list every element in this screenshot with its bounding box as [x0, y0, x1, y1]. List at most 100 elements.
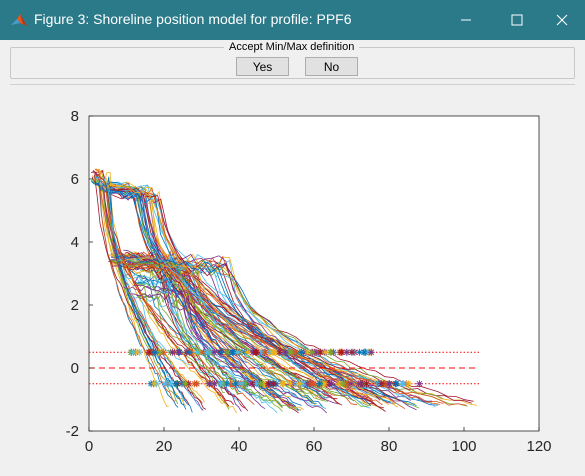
max-marker [175, 348, 183, 356]
max-marker [210, 348, 218, 356]
x-tick-label: 40 [231, 438, 248, 455]
min-marker [205, 380, 213, 388]
min-marker [286, 380, 294, 388]
max-marker [312, 348, 320, 356]
y-tick-label: 2 [71, 297, 79, 314]
min-marker [253, 380, 261, 388]
profile-line [124, 251, 235, 405]
profile-line [94, 174, 207, 410]
min-marker [172, 380, 180, 388]
min-marker [339, 380, 347, 388]
panel-title: Accept Min/Max definition [224, 41, 360, 53]
y-tick-label: 6 [71, 171, 79, 188]
max-marker [316, 348, 324, 356]
matlab-logo-icon [11, 14, 27, 26]
x-tick-label: 20 [156, 438, 173, 455]
maximize-icon [511, 14, 523, 26]
profile-line [94, 168, 227, 402]
min-marker [241, 380, 249, 388]
profile-line [110, 186, 358, 399]
profile-line [109, 182, 292, 398]
min-marker [161, 380, 169, 388]
max-marker [321, 348, 329, 356]
profile-line [94, 182, 185, 405]
max-marker [145, 348, 153, 356]
min-marker [296, 380, 304, 388]
min-marker [269, 380, 277, 388]
max-marker [281, 348, 289, 356]
profile-line [107, 191, 282, 399]
profile-line [107, 184, 396, 405]
max-marker [169, 348, 177, 356]
min-marker [216, 380, 224, 388]
profile-line [91, 179, 201, 401]
window-title: Figure 3: Shoreline position model for p… [34, 11, 352, 27]
min-marker [278, 380, 286, 388]
profile-line [137, 293, 295, 407]
profile-line [95, 173, 176, 402]
profile-line [108, 258, 368, 407]
close-button[interactable] [539, 0, 585, 40]
max-marker [243, 348, 251, 356]
profile-line [92, 170, 230, 407]
maximize-button[interactable] [494, 0, 540, 40]
profile-line [91, 176, 249, 412]
profile-line [103, 181, 314, 404]
min-marker [181, 380, 189, 388]
y-tick-label: 8 [71, 108, 79, 125]
max-marker [133, 348, 141, 356]
figure-canvas: 0 20 40 60 80 100 120 -2 0 2 4 6 8 [10, 84, 575, 471]
min-marker [415, 380, 423, 388]
no-button[interactable]: No [305, 57, 358, 76]
max-marker [308, 348, 316, 356]
min-marker [377, 380, 385, 388]
y-tick-label: -2 [66, 423, 79, 440]
max-marker [160, 348, 168, 356]
min-marker [210, 380, 218, 388]
x-tick-label: 60 [306, 438, 323, 455]
min-marker [393, 380, 401, 388]
x-tick-label: 80 [381, 438, 398, 455]
max-marker [224, 348, 232, 356]
min-marker [363, 380, 371, 388]
max-marker [287, 348, 295, 356]
min-marker [193, 380, 201, 388]
min-marker [264, 380, 272, 388]
accept-panel: Accept Min/Max definition Yes No [10, 40, 575, 79]
shoreline-chart: 0 20 40 60 80 100 120 -2 0 2 4 6 8 [66, 108, 552, 455]
close-icon [556, 14, 568, 26]
max-marker [156, 348, 164, 356]
min-marker [316, 380, 324, 388]
max-marker [253, 348, 261, 356]
max-marker [217, 348, 225, 356]
title-bar[interactable]: Figure 3: Shoreline position model for p… [0, 0, 585, 40]
min-marker [347, 380, 355, 388]
max-marker [367, 348, 375, 356]
profile-line [137, 292, 241, 395]
min-marker [405, 380, 413, 388]
max-marker [298, 348, 306, 356]
x-tick-label: 100 [451, 438, 476, 455]
min-marker [307, 380, 315, 388]
max-marker [203, 348, 211, 356]
min-marker [237, 380, 245, 388]
max-marker [234, 348, 242, 356]
max-marker [337, 348, 345, 356]
max-marker [348, 348, 356, 356]
max-marker [151, 348, 159, 356]
min-marker [399, 380, 407, 388]
y-tick-label: 0 [71, 360, 79, 377]
max-marker [185, 348, 193, 356]
max-marker [270, 348, 278, 356]
minimize-button[interactable] [443, 0, 489, 40]
profile-line [133, 284, 327, 414]
minimize-icon [461, 19, 471, 21]
min-marker [150, 380, 158, 388]
profile-line [106, 191, 401, 402]
profile-line [109, 188, 386, 412]
x-tick-label: 0 [85, 438, 93, 455]
x-tick-label: 120 [526, 438, 551, 455]
max-marker [261, 348, 269, 356]
yes-button[interactable]: Yes [236, 57, 289, 76]
